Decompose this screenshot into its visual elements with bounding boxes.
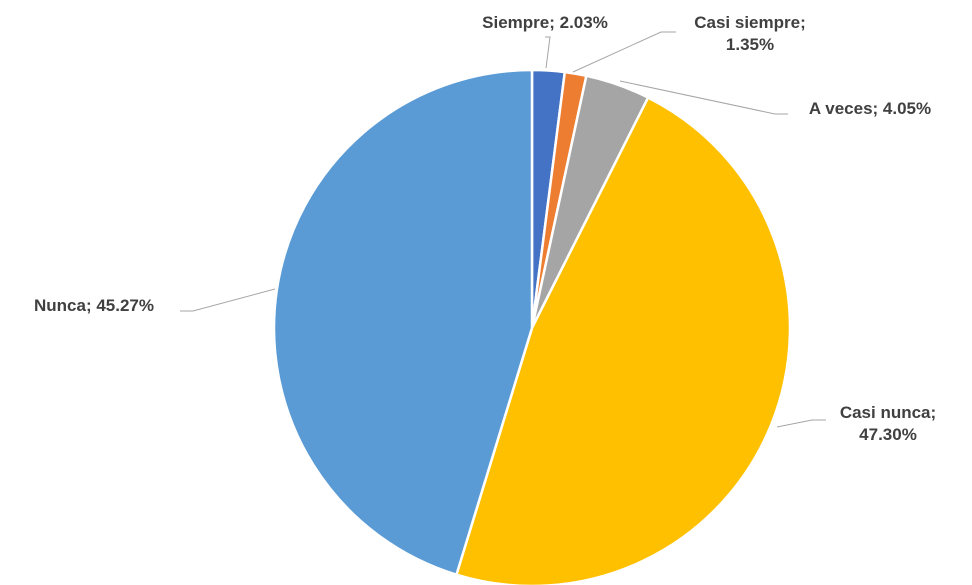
data-label-nunca: Nunca; 45.27%	[34, 296, 154, 315]
data-label-line: Siempre; 2.03%	[482, 13, 608, 32]
data-label-line: A veces; 4.05%	[809, 99, 931, 118]
leader-line-casi-siempre	[572, 31, 676, 73]
data-label-line: 1.35%	[726, 35, 774, 54]
data-label-a-veces: A veces; 4.05%	[809, 99, 931, 118]
leader-line-a-veces	[619, 80, 788, 115]
leader-line-casi-nunca	[776, 419, 826, 428]
leader-line-siempre	[545, 36, 551, 69]
data-label-line: Casi siempre;	[694, 13, 806, 32]
data-label-siempre: Siempre; 2.03%	[482, 13, 608, 32]
data-label-casi-siempre: Casi siempre; 1.35%	[694, 13, 806, 54]
pie-slice-casi-nunca	[455, 96, 792, 585]
pie-slice-nunca	[272, 68, 534, 576]
data-label-casi-nunca: Casi nunca; 47.30%	[840, 403, 936, 444]
pie-slices	[272, 68, 792, 585]
data-labels: Siempre; 2.03% Casi siempre; 1.35% A veces;…	[34, 13, 936, 444]
data-label-line: Nunca; 45.27%	[34, 296, 154, 315]
data-label-line: Casi nunca;	[840, 403, 936, 422]
leader-line-nunca	[180, 288, 276, 312]
data-label-line: 47.30%	[859, 425, 917, 444]
